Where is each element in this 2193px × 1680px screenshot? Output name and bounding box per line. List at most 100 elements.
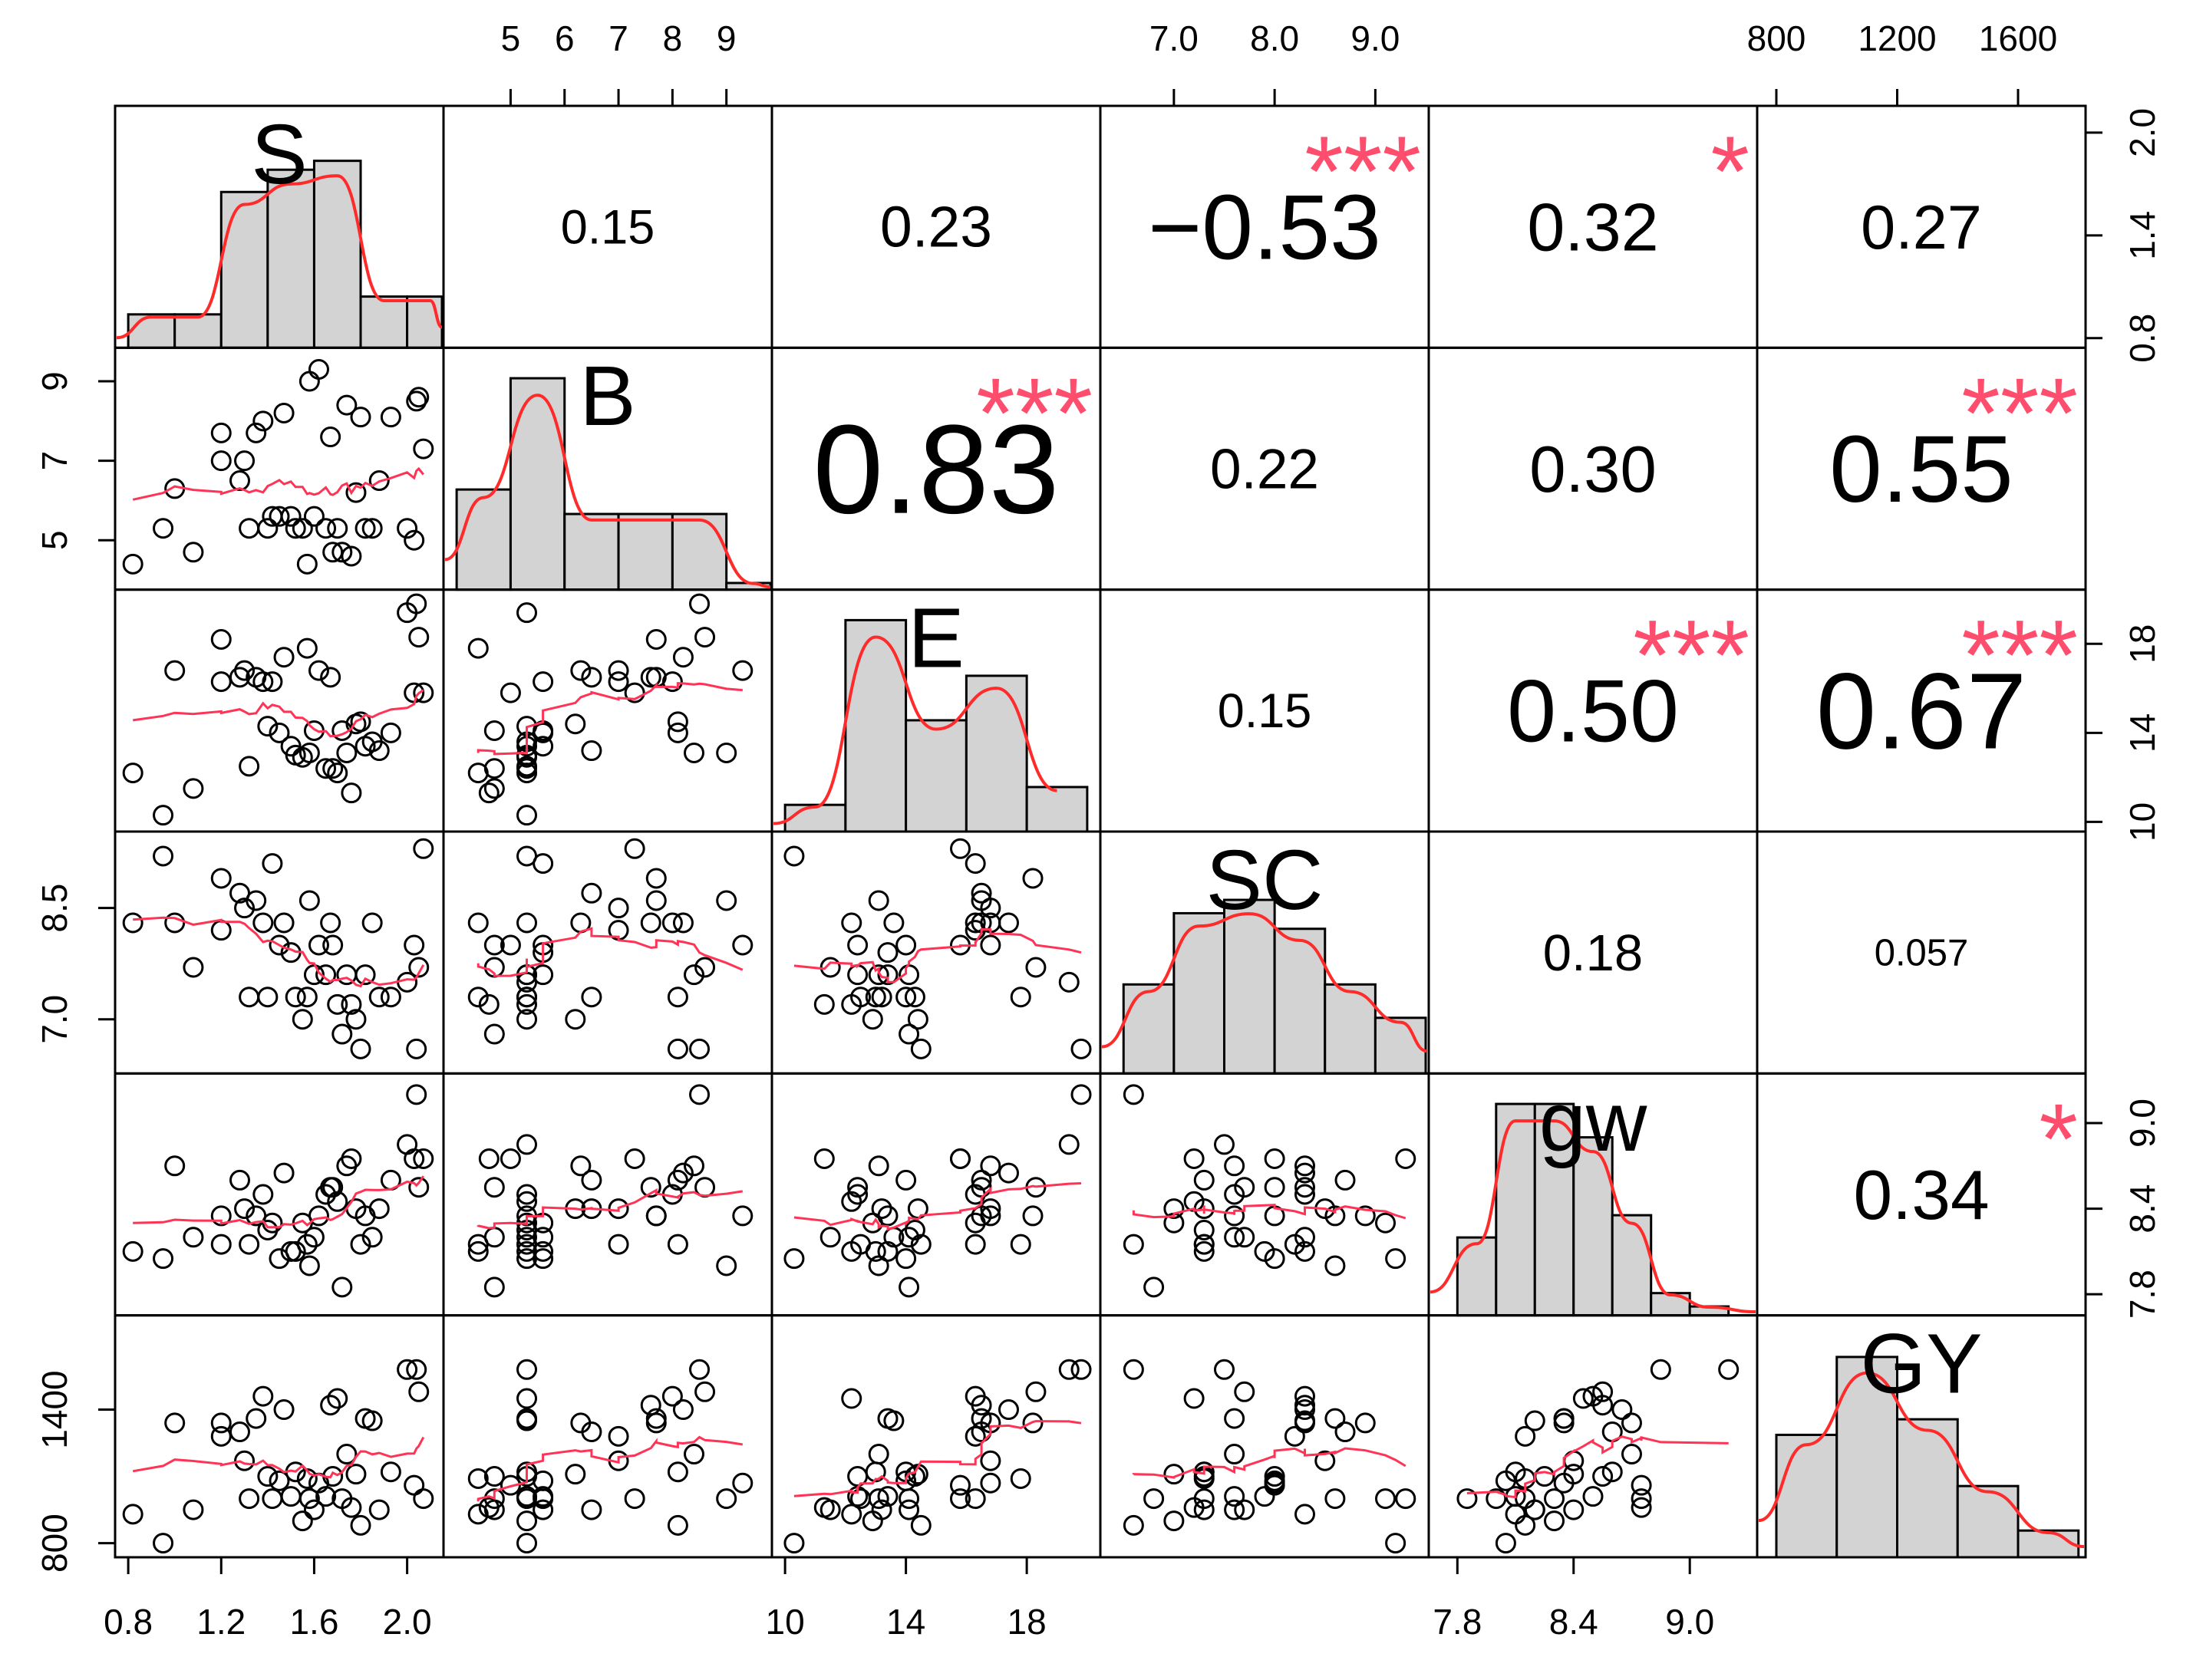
scatter-point [292, 1510, 313, 1532]
scatter-point [1324, 1255, 1346, 1276]
scatter-point [246, 1408, 267, 1429]
scatter-point [1375, 1488, 1397, 1510]
scatter-point [285, 987, 306, 1008]
scatter-point [210, 1425, 232, 1447]
scatter-point [868, 1444, 889, 1465]
scatter-point [950, 1148, 971, 1170]
scatter-point [1294, 1399, 1316, 1421]
scatter-point [257, 518, 279, 539]
scatter-point [298, 890, 320, 911]
scatter-point [380, 722, 401, 743]
scatter-point [315, 964, 337, 986]
tick-label: 7 [35, 451, 74, 471]
tick-label: 8 [663, 18, 683, 58]
scatter-point [895, 987, 917, 1008]
scatter-point [478, 782, 500, 804]
scatter-point [327, 1388, 348, 1409]
scatter-point [1631, 1488, 1652, 1510]
scatter-point [408, 387, 430, 408]
scatter-point [581, 1169, 602, 1191]
tick-label: 18 [1007, 1602, 1047, 1642]
scatter-point [273, 647, 295, 668]
scatter-point [1058, 971, 1080, 993]
scatter-point [640, 1177, 661, 1198]
scatter-point [783, 1248, 805, 1270]
scatter-point [1163, 1510, 1185, 1532]
scatter-point [210, 1205, 232, 1227]
correlation-value: 0.55 [1829, 417, 2013, 522]
scatter-point [1284, 1425, 1305, 1447]
smooth-line [477, 682, 743, 756]
scatter-point [350, 407, 371, 428]
scatter-point [1524, 1410, 1545, 1431]
scatter-point [308, 934, 329, 956]
scatter-point [292, 1009, 313, 1030]
scatter-point [965, 853, 986, 875]
scatter-point [500, 934, 521, 956]
scatter-point [516, 602, 538, 624]
scatter-point [322, 934, 344, 956]
scatter-point [413, 1148, 434, 1170]
scatter-point [877, 1240, 899, 1262]
histogram-bar [965, 674, 1028, 833]
scatter-point [645, 868, 667, 889]
scatter-point [380, 987, 401, 1008]
scatter-point [341, 545, 362, 567]
histogram-bar [219, 190, 269, 349]
histogram-bar [783, 803, 847, 833]
scatter-point [1334, 1421, 1356, 1443]
scatter-point [210, 628, 232, 650]
scatter-point [865, 987, 886, 1008]
smooth-line [793, 1182, 1082, 1231]
scatter-point [813, 1148, 835, 1170]
scatter-point [1224, 1205, 1245, 1227]
scatter-point [1375, 1212, 1397, 1234]
scatter-point [716, 742, 737, 763]
scatter-point [1354, 1412, 1376, 1434]
scatter-point [980, 1155, 1001, 1177]
scatter-point [950, 1474, 971, 1496]
scatter-point [467, 1234, 489, 1255]
scatter-point [1294, 1395, 1316, 1416]
scatter-point [1025, 1381, 1047, 1402]
scatter-point [1193, 1219, 1215, 1240]
scatter-point [516, 1227, 538, 1248]
scatter-point [608, 1425, 629, 1447]
scatter-point [239, 518, 260, 539]
scatter-point [408, 1381, 430, 1402]
scatter-point [516, 1191, 538, 1212]
scatter-point [153, 1533, 174, 1554]
scatter-point [1544, 1510, 1565, 1532]
scatter-point [1621, 1412, 1642, 1434]
scatter-point [516, 763, 538, 784]
scatter-point [368, 740, 390, 762]
scatter-point [252, 1385, 274, 1407]
variable-label: S [251, 107, 307, 202]
scatter-point [183, 1227, 204, 1248]
scatter-point [1022, 868, 1044, 889]
scatter-point [246, 890, 267, 911]
scatter-point [980, 1205, 1001, 1227]
scatter-point [667, 1038, 688, 1059]
correlation-value: 0.34 [1853, 1157, 1989, 1234]
tick-label: 1.2 [196, 1602, 246, 1642]
significance-stars: *** [1961, 599, 2078, 711]
upper-correlation-panels: 0.15 0.23 −0.53*** 0.32 *0.270.83***0.22 0.30… [561, 115, 2078, 1234]
scatter-point [1193, 1240, 1215, 1262]
scatter-point [296, 987, 318, 1008]
scatter-point [1143, 1276, 1165, 1298]
scatter-point [467, 987, 489, 1008]
scatter-point [1650, 1359, 1671, 1380]
tick-label: 0.8 [2122, 314, 2162, 363]
scatter-point [1224, 1227, 1245, 1248]
scatter-point [210, 450, 232, 472]
scatter-point [406, 1359, 427, 1380]
scatter-point [1183, 1148, 1205, 1170]
scatter-point [684, 742, 705, 763]
scatter-point [516, 1009, 538, 1030]
scatter-point [1123, 1514, 1144, 1536]
scatter-point [667, 1234, 688, 1255]
variable-label: E [908, 591, 964, 686]
tick-label: 8.5 [35, 884, 74, 933]
scatter-point [1224, 1408, 1245, 1429]
